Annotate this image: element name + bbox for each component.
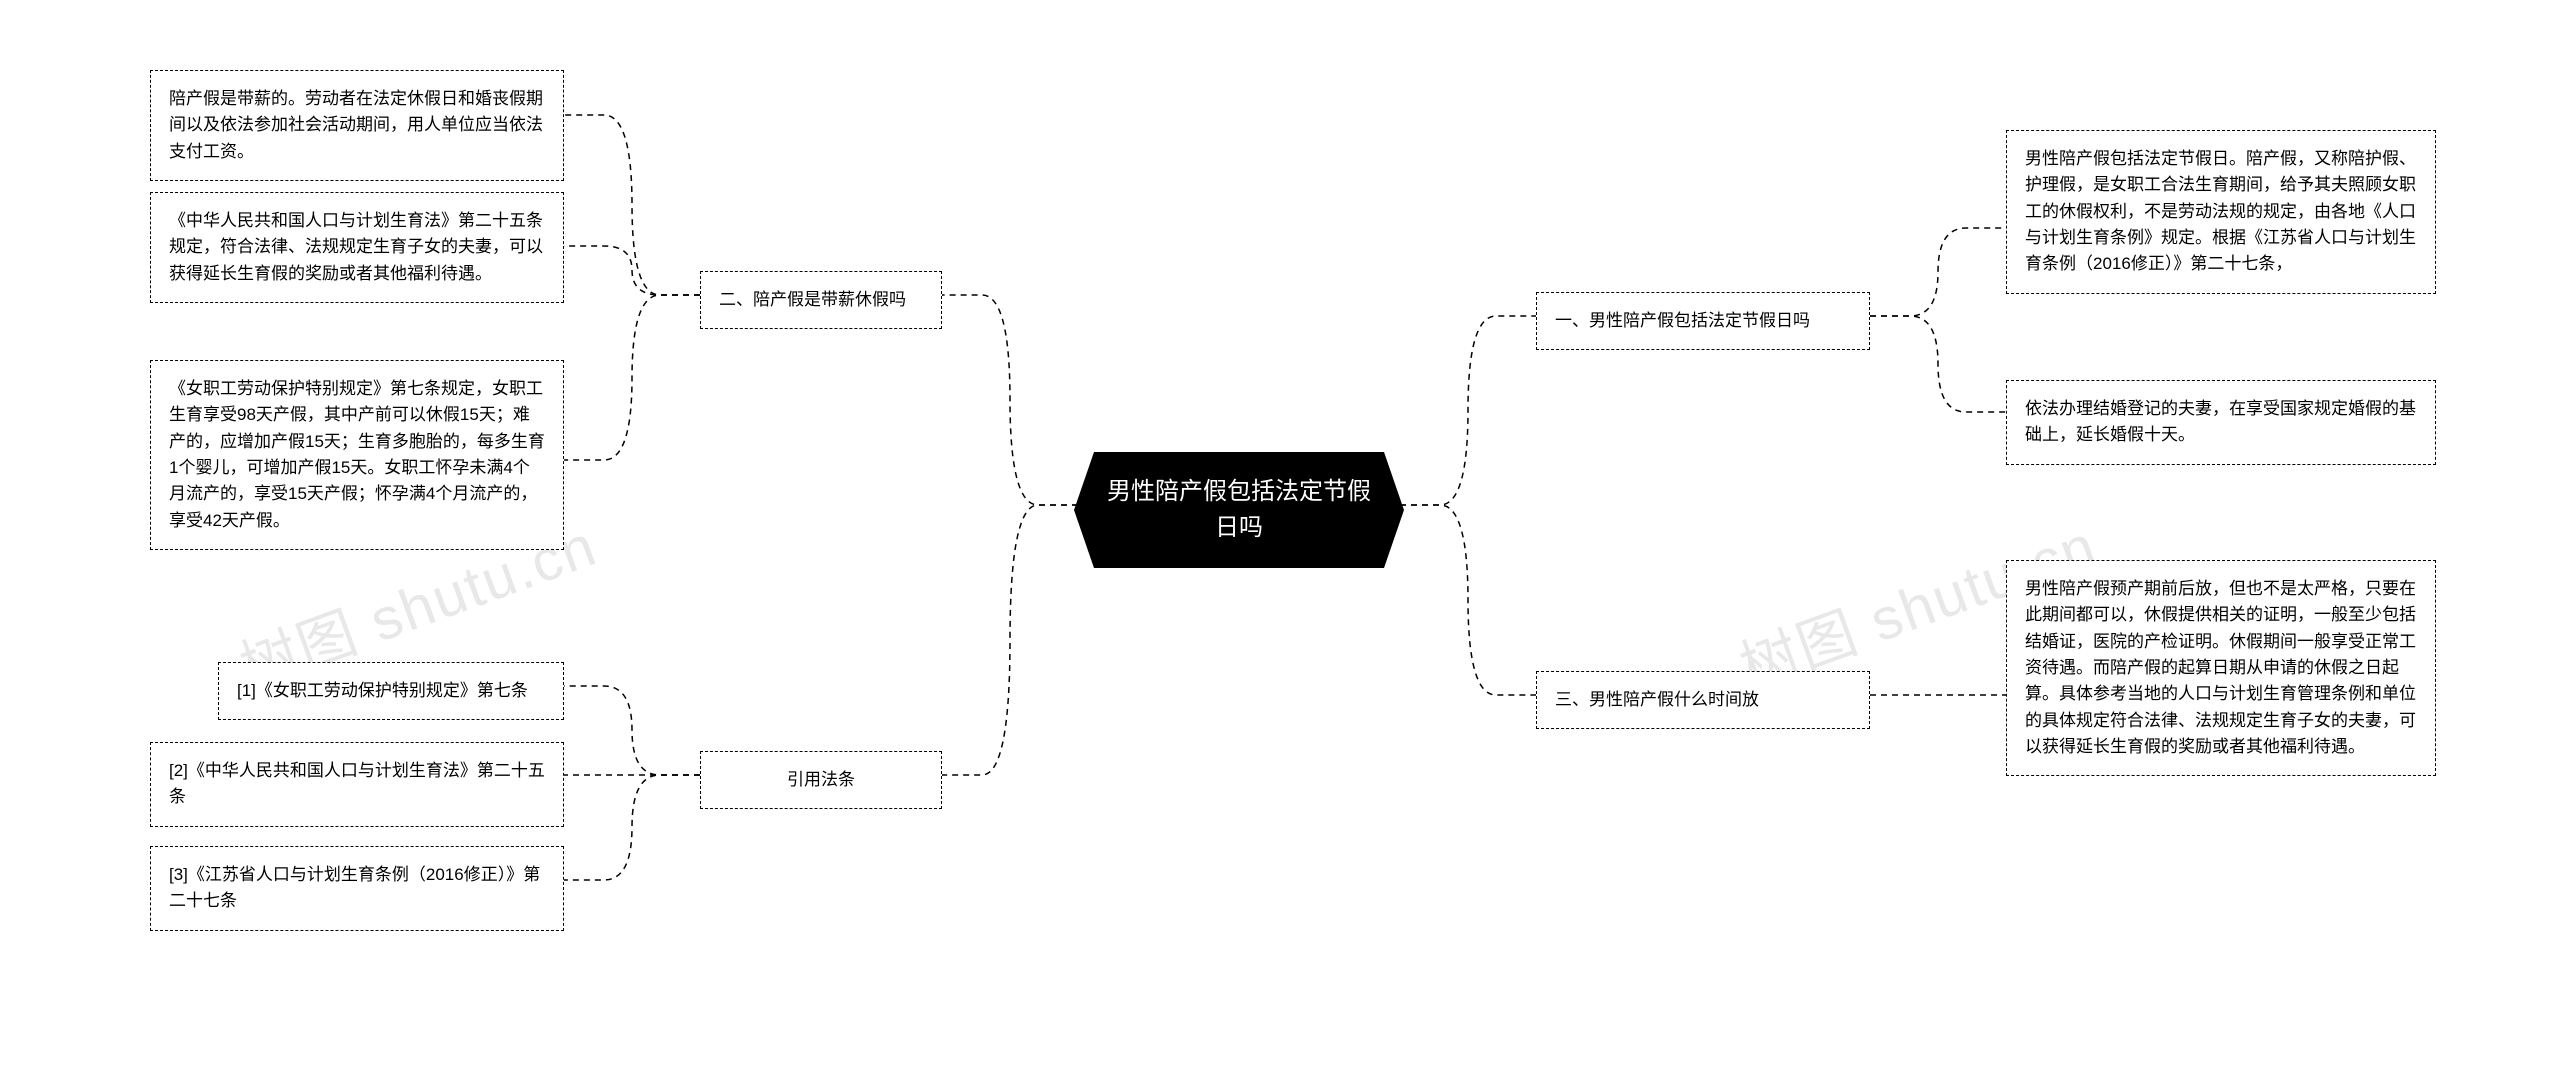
leaf-text: 《女职工劳动保护特别规定》第七条规定，女职工生育享受98天产假，其中产前可以休假…	[169, 379, 545, 530]
branch-node: 二、陪产假是带薪休假吗	[700, 271, 942, 329]
leaf-node: [3]《江苏省人口与计划生育条例（2016修正）》第二十七条	[150, 846, 564, 931]
branch-node: 一、男性陪产假包括法定节假日吗	[1536, 292, 1870, 350]
leaf-node: 依法办理结婚登记的夫妻，在享受国家规定婚假的基础上，延长婚假十天。	[2006, 380, 2436, 465]
leaf-text: 男性陪产假预产期前后放，但也不是太严格，只要在此期间都可以，休假提供相关的证明，…	[2025, 579, 2416, 756]
branch-node: 三、男性陪产假什么时间放	[1536, 671, 1870, 729]
branch-label: 二、陪产假是带薪休假吗	[719, 290, 906, 309]
root-label: 男性陪产假包括法定节假日吗	[1107, 478, 1371, 541]
leaf-node: 《女职工劳动保护特别规定》第七条规定，女职工生育享受98天产假，其中产前可以休假…	[150, 360, 564, 550]
leaf-node: [2]《中华人民共和国人口与计划生育法》第二十五条	[150, 742, 564, 827]
branch-node: 引用法条	[700, 751, 942, 809]
leaf-node: 男性陪产假预产期前后放，但也不是太严格，只要在此期间都可以，休假提供相关的证明，…	[2006, 560, 2436, 776]
mindmap-canvas: 树图 shutu.cn 树图 shutu.cn 男性陪产假包括法定节假日吗	[0, 0, 2560, 1071]
leaf-node: [1]《女职工劳动保护特别规定》第七条	[218, 662, 564, 720]
branch-label: 一、男性陪产假包括法定节假日吗	[1555, 311, 1810, 330]
branch-label: 三、男性陪产假什么时间放	[1555, 690, 1759, 709]
leaf-node: 陪产假是带薪的。劳动者在法定休假日和婚丧假期间以及依法参加社会活动期间，用人单位…	[150, 70, 564, 181]
leaf-text: 男性陪产假包括法定节假日。陪产假，又称陪护假、护理假，是女职工合法生育期间，给予…	[2025, 149, 2416, 273]
branch-label: 引用法条	[787, 770, 855, 789]
leaf-text: [3]《江苏省人口与计划生育条例（2016修正）》第二十七条	[169, 865, 540, 910]
leaf-text: [1]《女职工劳动保护特别规定》第七条	[237, 681, 528, 700]
leaf-node: 男性陪产假包括法定节假日。陪产假，又称陪护假、护理假，是女职工合法生育期间，给予…	[2006, 130, 2436, 294]
leaf-text: 依法办理结婚登记的夫妻，在享受国家规定婚假的基础上，延长婚假十天。	[2025, 399, 2416, 444]
leaf-text: 《中华人民共和国人口与计划生育法》第二十五条规定，符合法律、法规规定生育子女的夫…	[169, 211, 543, 283]
leaf-node: 《中华人民共和国人口与计划生育法》第二十五条规定，符合法律、法规规定生育子女的夫…	[150, 192, 564, 303]
leaf-text: [2]《中华人民共和国人口与计划生育法》第二十五条	[169, 761, 545, 806]
root-node: 男性陪产假包括法定节假日吗	[1074, 452, 1404, 568]
leaf-text: 陪产假是带薪的。劳动者在法定休假日和婚丧假期间以及依法参加社会活动期间，用人单位…	[169, 89, 543, 161]
